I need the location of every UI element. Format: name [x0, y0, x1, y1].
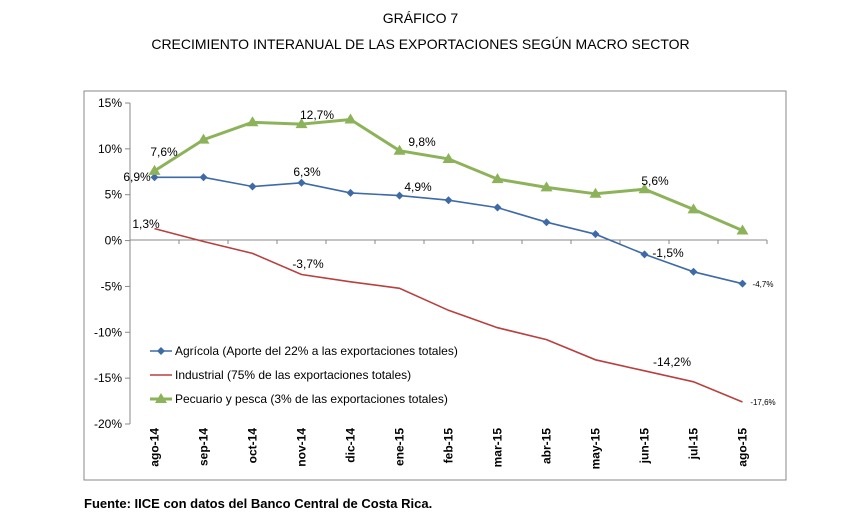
source-note: Fuente: IICE con datos del Banco Central…: [84, 496, 433, 511]
x-tick-label: abr-15: [540, 428, 554, 464]
x-tick-label: nov-14: [295, 428, 309, 467]
series-1-point: [542, 218, 551, 227]
y-tick-label: -10%: [94, 325, 122, 339]
legend-entry: Industrial (75% de las exportaciones tot…: [175, 368, 411, 382]
series-3-point: [638, 183, 651, 194]
y-tick-label: 5%: [105, 188, 123, 202]
x-tick-label: sep-14: [197, 428, 211, 466]
chart-subtitle: CRECIMIENTO INTERANUAL DE LAS EXPORTACIO…: [151, 36, 690, 52]
data-label: 12,7%: [300, 108, 334, 122]
data-label: -1,5%: [652, 246, 684, 260]
y-tick-label: 15%: [98, 96, 122, 110]
series-1-point: [640, 250, 649, 259]
data-label: -3,7%: [292, 257, 324, 271]
series-3-point: [197, 133, 210, 144]
series-3-point: [589, 187, 602, 198]
series-1-point: [395, 191, 404, 200]
legend-entry: Pecuario y pesca (3% de las exportacione…: [175, 392, 448, 406]
data-label: -14,2%: [653, 355, 691, 369]
series-line-2: [154, 227, 743, 403]
series-1-point: [297, 178, 306, 187]
data-label: 9,8%: [408, 135, 436, 149]
series-1-point: [493, 203, 502, 212]
series-3-point: [736, 224, 749, 235]
chart-frame: [83, 90, 787, 481]
series-3-point: [687, 203, 700, 214]
series-1-point: [591, 230, 600, 239]
series-1-point: [248, 182, 257, 191]
x-tick-label: dic-14: [344, 428, 358, 463]
legend-marker: [155, 393, 167, 403]
series-3-point: [393, 144, 406, 155]
y-tick-label: -15%: [94, 371, 122, 385]
series-3-point: [295, 118, 308, 129]
data-label: 6,3%: [293, 165, 321, 179]
data-label: -17,6%: [750, 398, 775, 407]
series-1-point: [150, 173, 159, 182]
data-label: 4,9%: [404, 180, 432, 194]
y-tick-label: -20%: [94, 417, 122, 431]
series-3-point: [148, 164, 161, 175]
data-label: 5,6%: [641, 174, 669, 188]
x-tick-label: ago-14: [148, 428, 162, 467]
x-tick-label: jul-15: [687, 428, 701, 461]
legend-marker: [157, 347, 165, 355]
data-label: 1,3%: [132, 217, 160, 231]
data-label: 6,9%: [123, 170, 151, 184]
series-1-point: [738, 279, 747, 288]
chart-title: GRÁFICO 7: [382, 10, 459, 26]
x-tick-label: jun-15: [638, 428, 652, 465]
y-tick-label: 10%: [98, 142, 122, 156]
series-3-point: [442, 152, 455, 163]
data-label: 7,6%: [150, 145, 178, 159]
x-tick-label: feb-15: [442, 428, 456, 464]
data-label: -4,7%: [753, 280, 774, 289]
series-1-point: [346, 188, 355, 197]
y-tick-label: -5%: [101, 279, 123, 293]
x-tick-label: may-15: [589, 428, 603, 470]
x-tick-label: oct-14: [246, 428, 260, 464]
series-3-point: [491, 173, 504, 184]
y-tick-label: 0%: [105, 234, 123, 248]
series-3-point: [246, 116, 259, 127]
series-3-point: [344, 113, 357, 124]
series-1-point: [199, 173, 208, 182]
legend-entry: Agrícola (Aporte del 22% a las exportaci…: [175, 344, 458, 358]
x-tick-label: ene-15: [393, 428, 407, 466]
x-tick-label: ago-15: [736, 428, 750, 467]
series-3-point: [540, 181, 553, 192]
x-tick-label: mar-15: [491, 428, 505, 468]
series-1-point: [689, 267, 698, 276]
series-1-point: [444, 196, 453, 205]
